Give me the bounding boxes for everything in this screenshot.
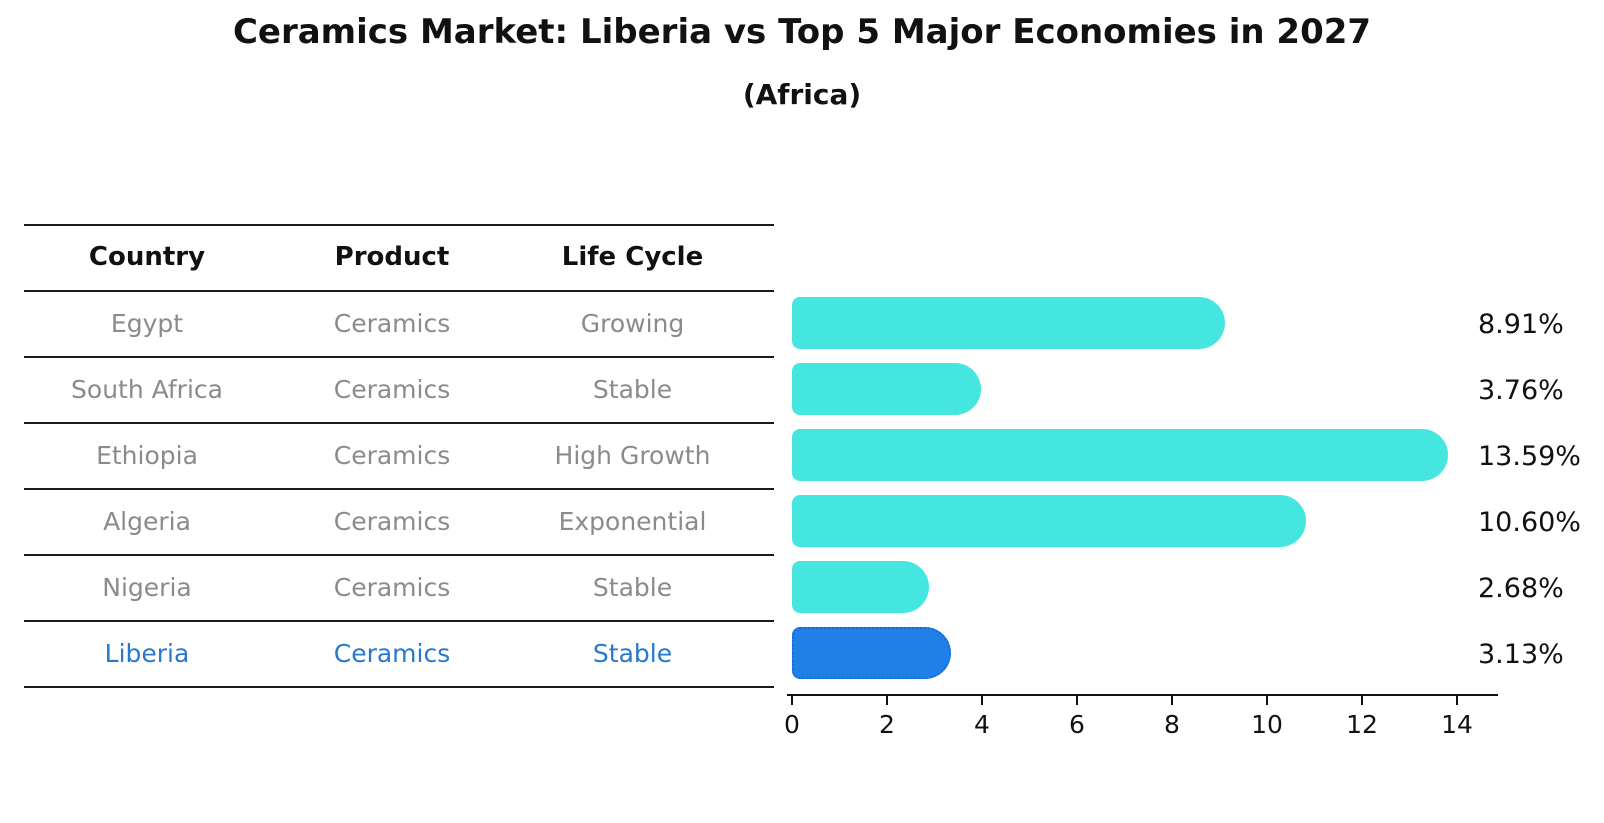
x-tick-label: 2 (879, 710, 895, 739)
table-header-row: Country Product Life Cycle (20, 224, 755, 290)
bar-egypt (792, 297, 1226, 349)
country-cell: Nigeria (102, 572, 192, 602)
table-row: Ethiopia Ceramics High Growth (20, 422, 755, 488)
product-cell: Ceramics (333, 374, 451, 404)
x-axis-tick (1076, 696, 1078, 705)
product-cell: Ceramics (333, 440, 451, 470)
chart-title: Ceramics Market: Liberia vs Top 5 Major … (232, 12, 1372, 52)
x-tick-label: 10 (1251, 710, 1283, 739)
table-divider (24, 488, 774, 490)
value-label: 10.60% (1478, 507, 1581, 538)
country-cell: Egypt (110, 308, 184, 338)
table-row: Egypt Ceramics Growing (20, 290, 755, 356)
life-cycle-cell: Exponential (558, 506, 707, 536)
column-header-life-cycle: Life Cycle (561, 242, 704, 272)
country-cell: South Africa (71, 374, 223, 404)
product-cell: Ceramics (333, 506, 451, 536)
life-cycle-cell: Stable (592, 638, 673, 668)
x-axis-tick (1266, 696, 1268, 705)
x-tick-label: 6 (1069, 710, 1085, 739)
table-divider (24, 686, 774, 688)
x-axis-tick (981, 696, 983, 705)
life-cycle-cell: Stable (592, 374, 673, 404)
bar-south-africa (792, 363, 981, 415)
x-axis-tick (1456, 696, 1458, 705)
table-row: Nigeria Ceramics Stable (20, 554, 755, 620)
table-divider (24, 422, 774, 424)
bar-algeria (792, 495, 1306, 547)
bar-ethiopia (792, 429, 1448, 481)
life-cycle-cell: High Growth (554, 440, 711, 470)
column-header-product: Product (334, 242, 450, 272)
value-label: 8.91% (1478, 309, 1564, 340)
table-divider (24, 554, 774, 556)
value-label: 2.68% (1478, 573, 1564, 604)
value-label: 3.13% (1478, 639, 1564, 670)
table-row: South Africa Ceramics Stable (20, 356, 755, 422)
table-divider (24, 356, 774, 358)
table-divider (24, 290, 774, 292)
column-header-country: Country (88, 242, 206, 272)
product-cell: Ceramics (333, 572, 451, 602)
table-row: Algeria Ceramics Exponential (20, 488, 755, 554)
x-tick-label: 14 (1441, 710, 1473, 739)
x-axis-line (787, 694, 1498, 696)
x-tick-label: 0 (784, 710, 800, 739)
x-axis-tick (1361, 696, 1363, 705)
x-tick-label: 8 (1164, 710, 1180, 739)
x-axis-tick (1171, 696, 1173, 705)
value-label: 13.59% (1478, 441, 1581, 472)
value-label: 3.76% (1478, 375, 1564, 406)
table-divider (24, 620, 774, 622)
x-tick-label: 4 (974, 710, 990, 739)
chart-subtitle: (Africa) (742, 78, 862, 111)
product-cell: Ceramics (333, 638, 451, 668)
bar-liberia-highlighted (792, 627, 951, 679)
country-cell: Liberia (104, 638, 190, 668)
x-tick-label: 12 (1346, 710, 1378, 739)
country-cell: Ethiopia (96, 440, 198, 470)
table-divider (24, 224, 774, 226)
country-cell: Algeria (103, 506, 191, 536)
x-axis-tick (886, 696, 888, 705)
bar-nigeria (792, 561, 930, 613)
life-cycle-cell: Growing (580, 308, 685, 338)
product-cell: Ceramics (333, 308, 451, 338)
x-axis-tick (791, 696, 793, 705)
life-cycle-cell: Stable (592, 572, 673, 602)
table-row-liberia-highlighted: Liberia Ceramics Stable (20, 620, 755, 686)
